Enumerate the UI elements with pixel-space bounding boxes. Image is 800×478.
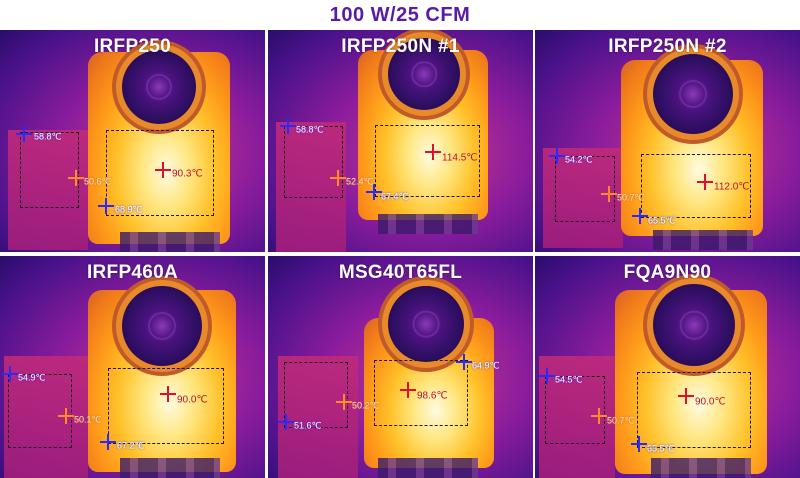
thermal-panel: IRFP460A 90.0℃ 54.9℃ 50.1℃ 67.2℃ [0,256,265,478]
pins [653,230,753,250]
point-temp-mid: 50.7℃ [607,415,635,426]
max-temp-marker [400,382,416,398]
panel-label: IRFP250N #1 [341,36,460,57]
max-temp-readout: 90.3℃ [172,168,203,180]
panel-label: IRFP460A [86,262,179,283]
max-temp-readout: 90.0℃ [695,396,726,408]
point-marker-top [539,368,555,384]
point-marker-bottom [366,184,382,200]
measurement-box-left [20,132,79,208]
point-temp-bottom: 65.5℃ [648,215,676,226]
thermal-panel: IRFP250N #2 112.0℃ 54.2℃ 50.7℃ 65.5℃ [535,30,800,252]
point-marker-top [549,148,565,164]
max-temp-readout: 112.0℃ [714,181,750,193]
heatsink-plate [276,122,346,252]
fan-hub [679,310,709,340]
point-temp-top: 64.9℃ [472,360,500,371]
thermal-image-grid: IRFP250 90.3℃ 58.8℃ 50.6℃ 68.9℃ IRFP250N… [0,30,800,478]
point-marker-mid [336,394,352,410]
max-temp-readout: 90.0℃ [177,394,208,406]
measurement-box-left [284,362,348,428]
point-marker-top [2,366,18,382]
point-temp-bottom: 67.2℃ [117,440,145,451]
fan [122,50,196,124]
measurement-box-main [108,368,224,444]
thermal-panel: IRFP250 90.3℃ 58.8℃ 50.6℃ 68.9℃ [0,30,265,252]
thermal-panel: IRFP250N #1 114.5℃ 58.8℃ 52.4℃ 67.4℃ [268,30,533,252]
measurement-box-left [555,156,615,222]
pins [378,458,478,478]
pins [120,458,220,478]
point-marker-bottom [631,436,647,452]
panel-label: MSG40T65FL [338,262,463,283]
fan [653,54,733,134]
thermal-panel: MSG40T65FL 98.6℃ 64.9℃ 50.2℃ 51.6℃ [268,256,533,478]
max-temp-marker [697,174,713,190]
fan [653,284,735,366]
point-temp-mid: 50.2℃ [352,400,380,411]
measurement-box-main [374,360,468,426]
point-temp-mid: 50.7℃ [617,192,645,203]
max-temp-readout: 98.6℃ [417,390,448,402]
pins [378,214,478,234]
thermal-panel: FQA9N90 90.0℃ 54.5℃ 50.7℃ 65.5℃ [535,256,800,478]
point-marker-bottom [100,434,116,450]
point-temp-mid: 50.1℃ [74,414,102,425]
fan-hub [679,80,707,108]
fan [388,38,460,110]
point-temp-bottom: 51.6℃ [294,420,322,431]
measurement-box-left [545,376,605,444]
page-title: 100 W/25 CFM [329,4,471,26]
pins [120,232,220,252]
panel-label: IRFP250 [93,36,172,57]
point-temp-mid: 50.6℃ [84,176,112,187]
point-temp-top: 54.2℃ [565,154,593,165]
point-temp-top: 58.8℃ [296,124,324,135]
fan-hub [148,312,176,340]
measurement-box-main [106,130,214,216]
point-temp-top: 58.8℃ [34,131,62,142]
panel-label: FQA9N90 [623,262,712,283]
fan-hub [411,61,437,87]
point-temp-bottom: 67.4℃ [381,191,409,202]
point-temp-top: 54.5℃ [555,374,583,385]
point-marker-mid [58,408,74,424]
fan [122,286,202,366]
point-marker-mid [68,170,84,186]
point-temp-bottom: 65.5℃ [647,443,675,454]
heatsink-plate [4,356,88,478]
point-marker-top [456,354,472,370]
measurement-box-main [641,154,751,218]
point-temp-bottom: 68.9℃ [115,204,143,215]
point-marker-mid [591,408,607,424]
measurement-box-left [8,374,72,448]
max-temp-marker [160,386,176,402]
panel-label: IRFP250N #2 [608,36,727,57]
point-marker-bottom [98,198,114,214]
heatsink-plate [278,356,358,478]
point-temp-top: 54.9℃ [18,372,46,383]
point-marker-top [280,118,296,134]
measurement-box-main [375,125,480,197]
point-marker-mid [601,186,617,202]
measurement-box-main [637,372,751,448]
max-temp-marker [155,162,171,178]
max-temp-readout: 114.5℃ [442,152,478,164]
fan-hub [145,73,173,101]
max-temp-marker [425,144,441,160]
point-marker-bottom [278,414,294,430]
point-marker-top [16,126,32,142]
pins [651,458,751,478]
point-marker-mid [330,170,346,186]
point-temp-mid: 52.4℃ [346,176,374,187]
point-marker-bottom [632,208,648,224]
measurement-box-left [284,126,343,198]
heatsink-plate [8,130,88,250]
fan [388,286,464,362]
max-temp-marker [678,388,694,404]
fan-hub [412,310,440,338]
